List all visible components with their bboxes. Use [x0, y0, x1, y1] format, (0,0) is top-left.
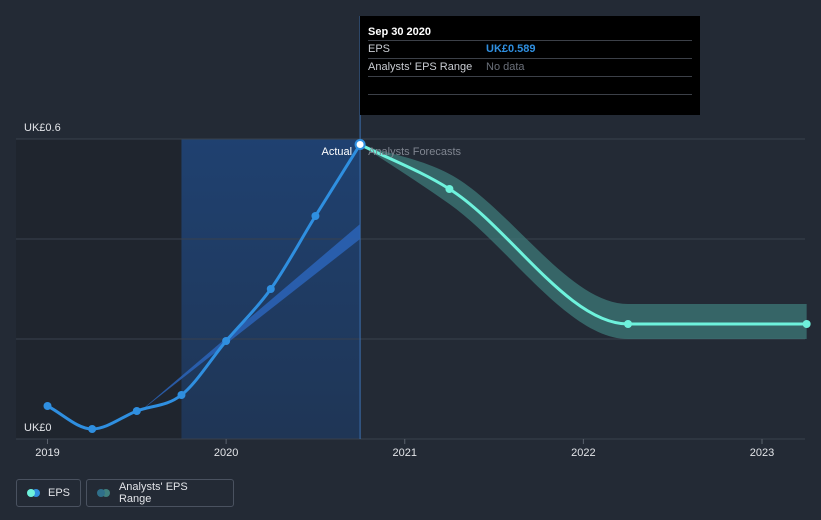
x-tick-label-4: 2023 [750, 447, 774, 459]
tooltip-range-label: Analysts' EPS Range [368, 61, 473, 73]
legend-eps-label: EPS [47, 487, 70, 499]
x-tick-label-2: 2021 [393, 447, 417, 459]
forecast-point-3[interactable] [802, 320, 811, 328]
actual-label: Actual [322, 146, 353, 158]
x-tick-label-0: 2019 [35, 447, 59, 459]
tooltip-row-eps: EPS UK£0.589 [368, 40, 692, 58]
eps-trend-wedge [136, 224, 361, 414]
eps-tooltip: Sep 30 2020 EPS UK£0.589 Analysts' EPS R… [360, 16, 700, 115]
x-tick-label-1: 2020 [214, 447, 238, 459]
legend-eps[interactable]: EPS [16, 479, 81, 507]
y-tick-label-0: UK£0 [24, 422, 52, 434]
analysts-eps-range-area [360, 144, 807, 339]
chart-background-layer [16, 139, 361, 439]
data-points[interactable] [43, 139, 811, 433]
forecast-point-2[interactable] [624, 320, 633, 328]
legend-analysts-eps-range[interactable]: Analysts' EPS Range [86, 479, 234, 507]
analysts-forecasts-label: Analysts Forecasts [368, 146, 461, 158]
tooltip-date: Sep 30 2020 [368, 26, 431, 38]
tooltip-eps-value: UK£0.589 [486, 43, 536, 55]
eps-forecast-line [359, 143, 807, 326]
range-swatch-icon [97, 489, 111, 497]
axis-labels: Actual Analysts Forecasts UK£0 UK£0.6 2019 20… [24, 122, 774, 459]
analysts-eps-range-band [136, 144, 807, 414]
eps-point-2[interactable] [132, 407, 141, 415]
eps-point-1[interactable] [88, 425, 97, 433]
tooltip-range-value: No data [486, 61, 525, 73]
y-tick-label-1: UK£0.6 [24, 122, 61, 134]
eps-point-6[interactable] [311, 212, 320, 220]
tooltip-eps-label: EPS [368, 43, 391, 55]
tooltip-row-range: Analysts' EPS Range No data [368, 58, 692, 76]
tooltip-row-empty [368, 76, 692, 95]
eps-point-0[interactable] [43, 402, 52, 410]
forecast-point-1[interactable] [445, 185, 454, 193]
eps-point-3[interactable] [177, 391, 186, 399]
eps-point-4[interactable] [222, 337, 231, 345]
x-tick-label-3: 2022 [571, 447, 595, 459]
eps-swatch-icon [27, 489, 40, 497]
eps-highlight-point[interactable] [354, 139, 366, 150]
legend-range-label: Analysts' EPS Range [118, 481, 188, 505]
eps-point-5[interactable] [266, 285, 275, 293]
